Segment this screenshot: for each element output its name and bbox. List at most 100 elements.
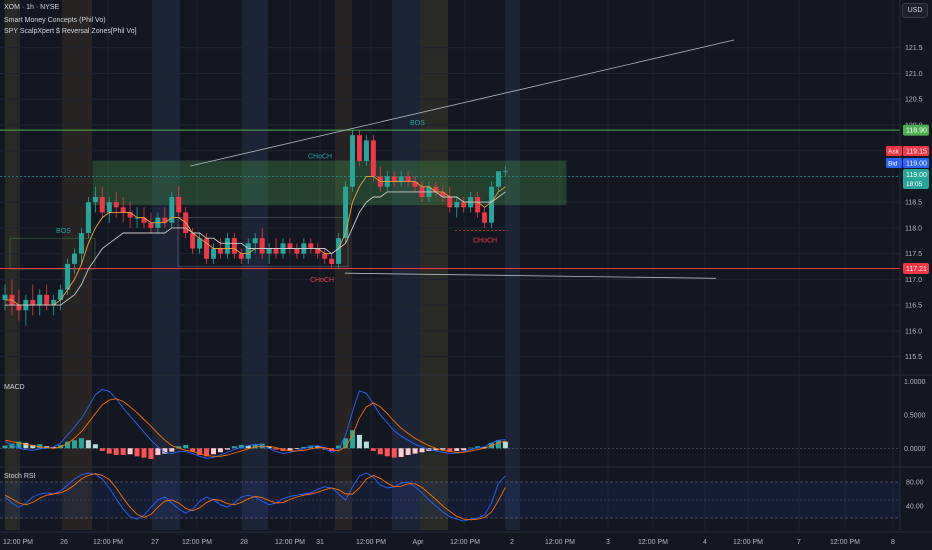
price-tick-label: 118.5 [905, 200, 922, 207]
candle [58, 284, 64, 311]
svg-text:119.00: 119.00 [906, 172, 927, 179]
macd-hist-bar [224, 448, 230, 450]
macd-hist-bar [308, 445, 314, 449]
macd-hist-bar [148, 448, 154, 459]
stoch-pane-label: Stoch RSI [4, 473, 36, 480]
macd-hist-bar [412, 448, 418, 454]
indicator-legend-smc[interactable]: Smart Money Concepts (Phil Vo) [4, 17, 106, 24]
svg-text:119.15: 119.15 [906, 149, 927, 156]
macd-hist-bar [217, 448, 223, 453]
time-tick-label: 12:00 PM [93, 539, 123, 546]
time-tick-label: 12:00 PM [638, 539, 668, 546]
macd-hist-bar [461, 448, 467, 451]
macd-hist-bar [405, 448, 411, 455]
smc-annotation-4: CHoCH [473, 237, 497, 244]
range-box [177, 217, 349, 267]
price-tick-label: 116.0 [905, 328, 922, 335]
macd-hist-bar [252, 444, 258, 449]
chart-title[interactable]: XOM · 1h · NYSE [4, 4, 60, 11]
candle [252, 233, 258, 254]
price-tick-label: 121.0 [905, 71, 923, 78]
candle [169, 191, 175, 228]
macd-hist-bar [23, 442, 29, 449]
macd-hist-bar [343, 438, 349, 449]
candle [44, 284, 50, 311]
candle-body [412, 181, 418, 187]
time-tick-label: 27 [151, 539, 159, 546]
candle [197, 233, 203, 254]
candle [99, 186, 105, 218]
candle-body [85, 202, 91, 234]
candle-body [273, 248, 279, 254]
macd-hist-bar [398, 448, 404, 457]
candle [85, 197, 91, 239]
macd-hist-bar [266, 446, 272, 449]
candle-body [120, 207, 126, 213]
smc-annotation-2: BOS [410, 120, 425, 127]
ask-price-tag: Ask 119.15 [886, 146, 929, 156]
candle [72, 248, 77, 275]
indicator-legend-reversal-zones[interactable]: SPY ScalpXpert $ Reversal Zones[Phil Vo] [4, 28, 137, 35]
candle [336, 233, 342, 270]
macd-hist-bar [16, 441, 22, 449]
candle-body [176, 197, 182, 213]
stoch-rsi-pane [0, 472, 900, 522]
macd-hist-bar [454, 448, 460, 451]
macd-hist-bar [92, 444, 98, 449]
candle-body [259, 238, 265, 254]
candle [37, 289, 43, 316]
macd-hist-bar [363, 441, 369, 449]
candle-body [231, 238, 237, 254]
candle-body [99, 197, 105, 213]
candle [391, 171, 397, 187]
macd-hist-bar [99, 448, 105, 451]
candle-body [148, 222, 154, 228]
candle-body [141, 217, 147, 223]
macd-hist-bar [440, 448, 446, 450]
macd-hist-bar [287, 448, 293, 451]
candle-body [356, 135, 362, 161]
candle [259, 227, 265, 259]
macd-pane-label: MACD [4, 384, 25, 391]
macd-hist-bar [245, 445, 251, 449]
time-tick-label: 28 [240, 539, 248, 546]
svg-text:Bid: Bid [888, 161, 898, 168]
trendline-upper [189, 39, 735, 167]
session-band [335, 0, 352, 530]
price-levels: BOS CHoCH BOS CHoCH CHoCH [0, 39, 900, 284]
macd-hist-bar [419, 448, 425, 453]
macd-hist-bar [162, 448, 168, 454]
macd-hist-bar [72, 440, 77, 449]
candle [78, 227, 84, 264]
candle [287, 238, 293, 254]
candle-body [370, 140, 376, 177]
macd-hist-bar [169, 448, 175, 452]
svg-text:119.00: 119.00 [906, 161, 927, 168]
candle-body [92, 197, 98, 203]
macd-hist-bar [9, 443, 15, 449]
macd-hist-bar [211, 448, 216, 455]
candle-body [113, 202, 119, 208]
candle-body [363, 140, 369, 161]
currency-button[interactable]: USD [902, 3, 928, 18]
candle [162, 207, 168, 228]
price-tags: 118.90 Ask 119.15 Bid 119.00 119.00 18:05 117.2… [886, 124, 929, 275]
candle-body [308, 243, 314, 249]
svg-text:118.90: 118.90 [906, 128, 927, 135]
candle-body [454, 202, 460, 208]
macd-hist-bar [106, 448, 112, 454]
candle-body [391, 176, 397, 182]
candle [120, 197, 126, 223]
svg-text:Ask: Ask [888, 149, 900, 156]
candle [266, 243, 272, 264]
price-tick-label: 116.5 [905, 303, 922, 310]
session-band [5, 0, 20, 530]
candle [176, 186, 182, 218]
macd-hist-bar [350, 430, 355, 449]
time-tick-label: 12:00 PM [450, 539, 480, 546]
candle-body [30, 299, 36, 306]
candle-body [190, 233, 196, 249]
time-tick-label: 12:00 PM [275, 539, 305, 546]
macd-hist-bar [134, 448, 140, 457]
